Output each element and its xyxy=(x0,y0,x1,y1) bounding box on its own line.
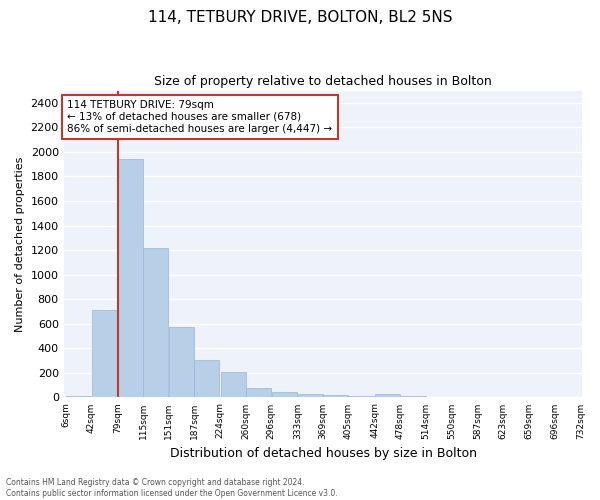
Text: Contains HM Land Registry data © Crown copyright and database right 2024.
Contai: Contains HM Land Registry data © Crown c… xyxy=(6,478,338,498)
Title: Size of property relative to detached houses in Bolton: Size of property relative to detached ho… xyxy=(154,75,492,88)
Bar xyxy=(401,396,425,398)
Bar xyxy=(246,388,271,398)
Bar xyxy=(375,394,400,398)
Bar xyxy=(503,397,528,398)
Bar xyxy=(169,327,194,398)
Bar xyxy=(221,372,245,398)
Text: 114 TETBURY DRIVE: 79sqm
← 13% of detached houses are smaller (678)
86% of semi-: 114 TETBURY DRIVE: 79sqm ← 13% of detach… xyxy=(67,100,332,134)
Bar xyxy=(349,396,374,398)
X-axis label: Distribution of detached houses by size in Bolton: Distribution of detached houses by size … xyxy=(170,447,476,460)
Bar xyxy=(426,397,451,398)
Text: 114, TETBURY DRIVE, BOLTON, BL2 5NS: 114, TETBURY DRIVE, BOLTON, BL2 5NS xyxy=(148,10,452,25)
Bar xyxy=(66,396,91,398)
Bar xyxy=(272,392,296,398)
Y-axis label: Number of detached properties: Number of detached properties xyxy=(15,156,25,332)
Bar xyxy=(323,394,348,398)
Bar xyxy=(92,310,116,398)
Bar xyxy=(194,360,219,398)
Bar xyxy=(298,394,323,398)
Bar xyxy=(143,248,168,398)
Bar xyxy=(118,160,143,398)
